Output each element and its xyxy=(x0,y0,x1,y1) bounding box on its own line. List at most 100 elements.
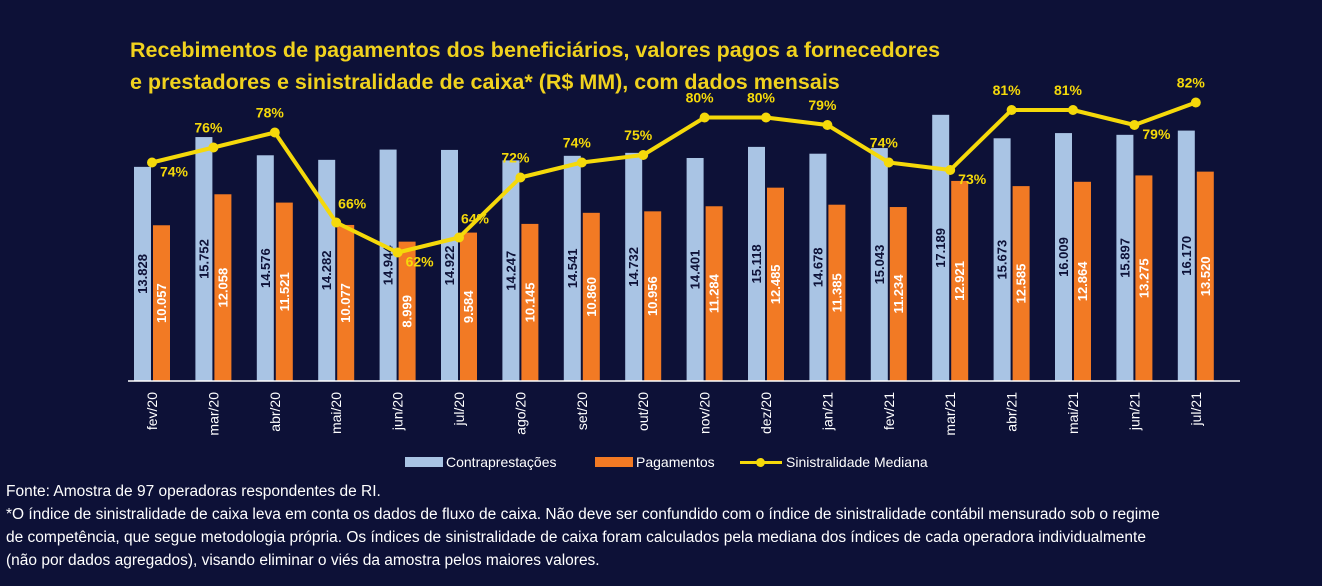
legend-swatch-pagamentos xyxy=(595,457,633,467)
line-point-sinistralidade xyxy=(515,172,526,183)
x-tick-label: jun/21 xyxy=(1126,392,1142,431)
combo-chart: 13.828 10.057 15.752 12.058 14.576 11.521 14.2… xyxy=(128,75,1240,436)
data-label-contraprestacoes: 17.189 xyxy=(933,228,948,268)
data-label-sinistralidade: 79% xyxy=(1142,126,1171,142)
bar-pagamentos xyxy=(214,194,232,381)
bar-pagamentos xyxy=(582,212,600,381)
chart-title-line-1: Recebimentos de pagamentos dos beneficiá… xyxy=(130,38,941,62)
data-label-sinistralidade: 62% xyxy=(406,254,435,270)
data-label-contraprestacoes: 14.282 xyxy=(319,251,334,291)
legend-label-pagamentos: Pagamentos xyxy=(636,454,715,470)
data-label-pagamentos: 10.057 xyxy=(154,283,169,323)
data-label-sinistralidade: 64% xyxy=(461,211,490,227)
data-label-contraprestacoes: 14.678 xyxy=(810,247,825,287)
bar-pagamentos xyxy=(1135,175,1153,381)
footnote-line-1: *O índice de sinistralidade de caixa lev… xyxy=(6,506,1160,523)
bar-pagamentos xyxy=(1074,181,1091,381)
line-point-sinistralidade xyxy=(1190,97,1201,108)
line-point-sinistralidade xyxy=(822,120,833,130)
data-label-pagamentos: 10.956 xyxy=(645,276,660,316)
legend-label-sinistralidade: Sinistralidade Mediana xyxy=(786,454,928,470)
bar-contraprestacoes xyxy=(195,137,213,381)
data-label-pagamentos: 13.520 xyxy=(1198,256,1213,296)
legend-label-contraprestacoes: Contraprestações xyxy=(446,454,557,470)
x-tick-label: out/20 xyxy=(635,392,651,431)
data-label-pagamentos: 12.864 xyxy=(1075,261,1090,302)
bar-contraprestacoes xyxy=(1116,134,1134,381)
x-tick-label: mai/21 xyxy=(1065,392,1081,434)
data-label-contraprestacoes: 15.043 xyxy=(872,245,887,285)
bar-contraprestacoes xyxy=(1177,130,1195,381)
line-point-sinistralidade xyxy=(761,112,771,123)
bar-contraprestacoes xyxy=(625,152,643,381)
data-label-sinistralidade: 72% xyxy=(501,150,530,166)
line-point-sinistralidade xyxy=(1006,105,1017,115)
x-tick-label: mai/20 xyxy=(328,392,344,434)
bar-contraprestacoes xyxy=(1055,133,1072,381)
data-label-sinistralidade: 79% xyxy=(808,97,837,113)
data-label-pagamentos: 12.058 xyxy=(215,268,230,308)
data-label-pagamentos: 12.485 xyxy=(768,264,783,304)
bar-pagamentos xyxy=(337,224,355,381)
bar-pagamentos xyxy=(1012,186,1030,381)
data-label-sinistralidade: 74% xyxy=(870,135,899,151)
data-label-sinistralidade: 66% xyxy=(338,196,367,212)
bar-pagamentos xyxy=(398,241,416,381)
x-tick-label: mar/20 xyxy=(205,392,221,436)
data-label-contraprestacoes: 16.009 xyxy=(1056,237,1071,277)
x-tick-label: dez/20 xyxy=(758,392,774,434)
data-label-pagamentos: 13.275 xyxy=(1136,258,1151,298)
x-tick-label: fev/20 xyxy=(144,392,160,430)
x-tick-label: abr/20 xyxy=(267,392,283,432)
bar-contraprestacoes xyxy=(379,149,397,381)
bar-pagamentos xyxy=(951,180,969,381)
data-label-contraprestacoes: 15.118 xyxy=(749,244,764,283)
legend-item-pagamentos: Pagamentos xyxy=(595,454,715,470)
bar-pagamentos xyxy=(767,187,784,381)
bar-contraprestacoes xyxy=(993,138,1011,381)
bar-pagamentos xyxy=(705,206,723,381)
x-tick-label: fev/21 xyxy=(881,392,897,430)
data-label-pagamentos: 12.585 xyxy=(1014,264,1029,304)
footnote-line-3: (não por dados agregados), visando elimi… xyxy=(6,552,600,569)
bar-pagamentos xyxy=(460,232,477,381)
line-point-sinistralidade xyxy=(331,217,342,228)
footnote-line-2: de competência, que segue metodologia pr… xyxy=(6,529,1146,546)
data-label-contraprestacoes: 14.944 xyxy=(381,245,396,286)
x-tick-label: mar/21 xyxy=(942,392,958,436)
line-point-sinistralidade xyxy=(883,157,894,168)
data-label-pagamentos: 10.145 xyxy=(522,283,537,323)
bar-contraprestacoes xyxy=(563,155,581,381)
bar-pagamentos xyxy=(828,204,846,381)
data-label-sinistralidade: 74% xyxy=(563,135,592,151)
line-point-sinistralidade xyxy=(208,142,219,153)
bar-pagamentos xyxy=(644,211,662,381)
data-label-sinistralidade: 76% xyxy=(194,120,223,136)
data-label-sinistralidade: 82% xyxy=(1177,75,1206,91)
data-label-pagamentos: 10.077 xyxy=(338,283,353,323)
legend-swatch-contraprestacoes xyxy=(405,457,443,467)
chart-title: Recebimentos de pagamentos dos beneficiá… xyxy=(130,34,1030,98)
bar-pagamentos xyxy=(889,207,907,381)
x-tick-label: abr/21 xyxy=(1004,392,1020,432)
line-point-sinistralidade xyxy=(1068,105,1078,115)
line-point-sinistralidade xyxy=(392,247,403,258)
chart-notes: Fonte: Amostra de 97 operadoras responde… xyxy=(6,480,1318,572)
data-label-sinistralidade: 75% xyxy=(624,127,653,143)
data-label-pagamentos: 11.284 xyxy=(707,273,722,313)
bar-pagamentos xyxy=(275,202,293,381)
legend-item-sinistralidade: Sinistralidade Mediana xyxy=(740,454,928,470)
data-label-pagamentos: 11.385 xyxy=(829,273,844,312)
line-point-sinistralidade xyxy=(945,165,956,175)
data-label-sinistralidade: 80% xyxy=(686,90,715,106)
data-label-contraprestacoes: 13.828 xyxy=(135,254,150,294)
data-label-contraprestacoes: 15.752 xyxy=(196,239,211,279)
data-label-contraprestacoes: 14.541 xyxy=(565,249,580,289)
data-label-sinistralidade: 81% xyxy=(1054,82,1083,98)
data-label-sinistralidade: 80% xyxy=(747,90,776,106)
bar-contraprestacoes xyxy=(441,149,458,381)
data-label-pagamentos: 11.234 xyxy=(891,274,906,314)
bar-contraprestacoes xyxy=(134,166,151,381)
x-tick-label: set/20 xyxy=(574,392,590,430)
data-label-contraprestacoes: 16.170 xyxy=(1179,236,1194,276)
